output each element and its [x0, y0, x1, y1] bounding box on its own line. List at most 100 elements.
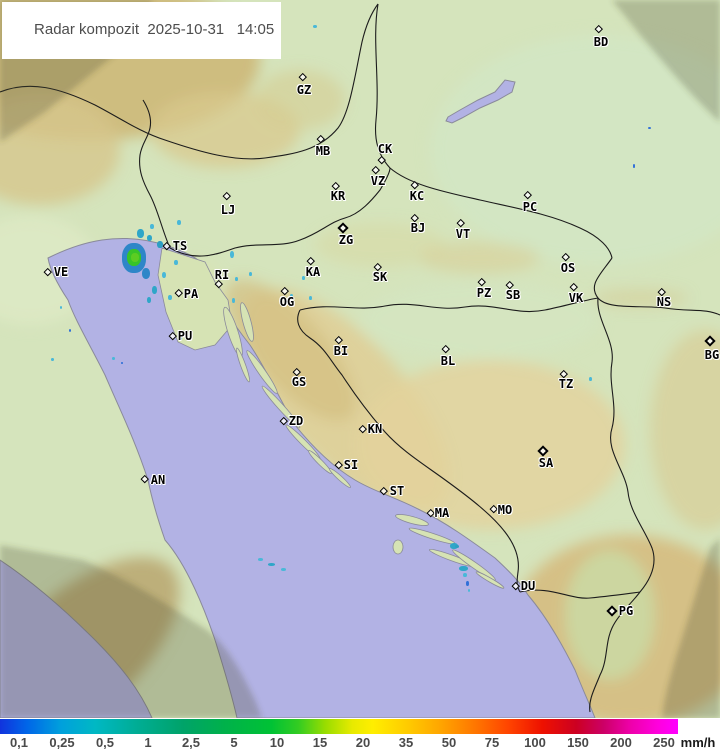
scale-tick-label: 5 [230, 735, 238, 750]
city-diamond-marker-bl [442, 345, 450, 353]
city-label-ns: NS [656, 295, 672, 309]
city-label-bg: BG [704, 348, 720, 362]
radar-echo [174, 260, 178, 265]
city-diamond-marker-pu [169, 332, 177, 340]
city-diamond-marker-kc [411, 181, 419, 189]
city-label-pu: PU [177, 329, 193, 343]
city-label-ri: RI [214, 268, 230, 282]
map-title: Radar kompozit 2025-10-31 14:05 [2, 2, 282, 59]
scale-unit: mm/h [680, 735, 716, 750]
city-label-kn: KN [367, 422, 383, 436]
radar-echo [302, 276, 305, 280]
city-diamond-marker-gz [299, 73, 307, 81]
city-diamond-marker-ve [44, 268, 52, 276]
city-label-lj: LJ [220, 203, 236, 217]
radar-echo [142, 268, 150, 279]
radar-echo [60, 306, 62, 309]
radar-echo [180, 337, 182, 340]
radar-echo [230, 251, 234, 258]
radar-echo [459, 566, 468, 571]
scale-tick-label: 100 [524, 735, 546, 750]
radar-echo [258, 558, 263, 561]
scale-tick-label: 75 [484, 735, 500, 750]
radar-echo [455, 545, 459, 548]
city-label-st: ST [389, 484, 405, 498]
radar-echo [137, 229, 144, 238]
city-label-mo: MO [497, 503, 513, 517]
city-diamond-marker-os [562, 253, 570, 261]
city-label-ts: TS [172, 239, 188, 253]
radar-echo [249, 272, 252, 276]
city-label-pc: PC [522, 200, 538, 214]
city-diamond-marker-vk [570, 283, 578, 291]
radar-echo [131, 253, 139, 262]
istria-peninsula [157, 247, 233, 351]
radar-echo [69, 329, 71, 332]
city-label-bi: BI [333, 344, 349, 358]
city-diamond-marker-ma [427, 509, 435, 517]
lake-balaton [445, 79, 516, 124]
map-title-text: Radar kompozit 2025-10-31 14:05 [34, 21, 275, 38]
city-label-zg: ZG [338, 233, 354, 247]
city-diamond-marker-bi [335, 336, 343, 344]
radar-echo [468, 589, 470, 592]
radar-echo [589, 377, 592, 381]
color-gradient-bar [0, 719, 678, 734]
scale-tick-label: 0,25 [49, 735, 75, 750]
scale-tick-label: 0,1 [9, 735, 29, 750]
city-label-ve: VE [53, 265, 69, 279]
city-label-tz: TZ [558, 377, 574, 391]
city-label-og: OG [279, 295, 295, 309]
city-diamond-marker-zg [337, 222, 349, 234]
city-label-vk: VK [568, 291, 584, 305]
city-label-gs: GS [291, 375, 307, 389]
city-diamond-marker-og [281, 287, 289, 295]
intensity-scale: 0,1 0,25 0,5 1 2,5 5 10 15 20 35 50 75 100 150 200 250 … [0, 718, 720, 751]
precipitation-echo-layer [51, 25, 651, 592]
radar-echo [633, 164, 635, 168]
scale-tick-label: 10 [269, 735, 285, 750]
radar-echo [463, 573, 467, 577]
city-label-sb: SB [505, 288, 521, 302]
radar-echo [152, 286, 157, 294]
scale-tick-label: 2,5 [181, 735, 201, 750]
city-diamond-marker-pg [606, 605, 618, 617]
radar-echo [150, 224, 154, 229]
city-label-bl: BL [440, 354, 456, 368]
city-diamond-marker-bg [704, 335, 716, 347]
scale-tick-label: 0,5 [95, 735, 115, 750]
city-label-pa: PA [183, 287, 199, 301]
radar-echo [157, 241, 163, 248]
city-label-gz: GZ [296, 83, 312, 97]
radar-echo [147, 235, 152, 241]
city-label-du: DU [520, 579, 536, 593]
radar-echo [121, 362, 123, 364]
city-label-kr: KR [330, 189, 346, 203]
radar-echo [168, 295, 172, 300]
city-diamond-marker-pc [524, 191, 532, 199]
city-label-vz: VZ [370, 174, 386, 188]
city-diamond-marker-du [512, 582, 520, 590]
radar-echo [235, 277, 238, 281]
city-label-bj: BJ [410, 221, 426, 235]
city-label-sa: SA [538, 456, 554, 470]
scale-tick-label: 150 [567, 735, 589, 750]
city-label-zd: ZD [288, 414, 304, 428]
scale-tick-label: 250 [653, 735, 675, 750]
city-diamond-marker-pz [478, 278, 486, 286]
radar-echo [162, 272, 166, 278]
city-label-os: OS [560, 261, 576, 275]
istria-and-islands [157, 247, 505, 589]
radar-echo [147, 297, 151, 303]
city-label-an: AN [150, 473, 166, 487]
radar-echo [450, 543, 458, 549]
radar-echo [268, 563, 275, 566]
radar-echo [232, 298, 235, 303]
radar-echo [648, 127, 651, 129]
city-diamond-marker-kn [359, 425, 367, 433]
scale-tick-label: 1 [144, 735, 152, 750]
city-label-si: SI [343, 458, 359, 472]
city-label-mb: MB [315, 144, 331, 158]
radar-echo [313, 25, 317, 28]
